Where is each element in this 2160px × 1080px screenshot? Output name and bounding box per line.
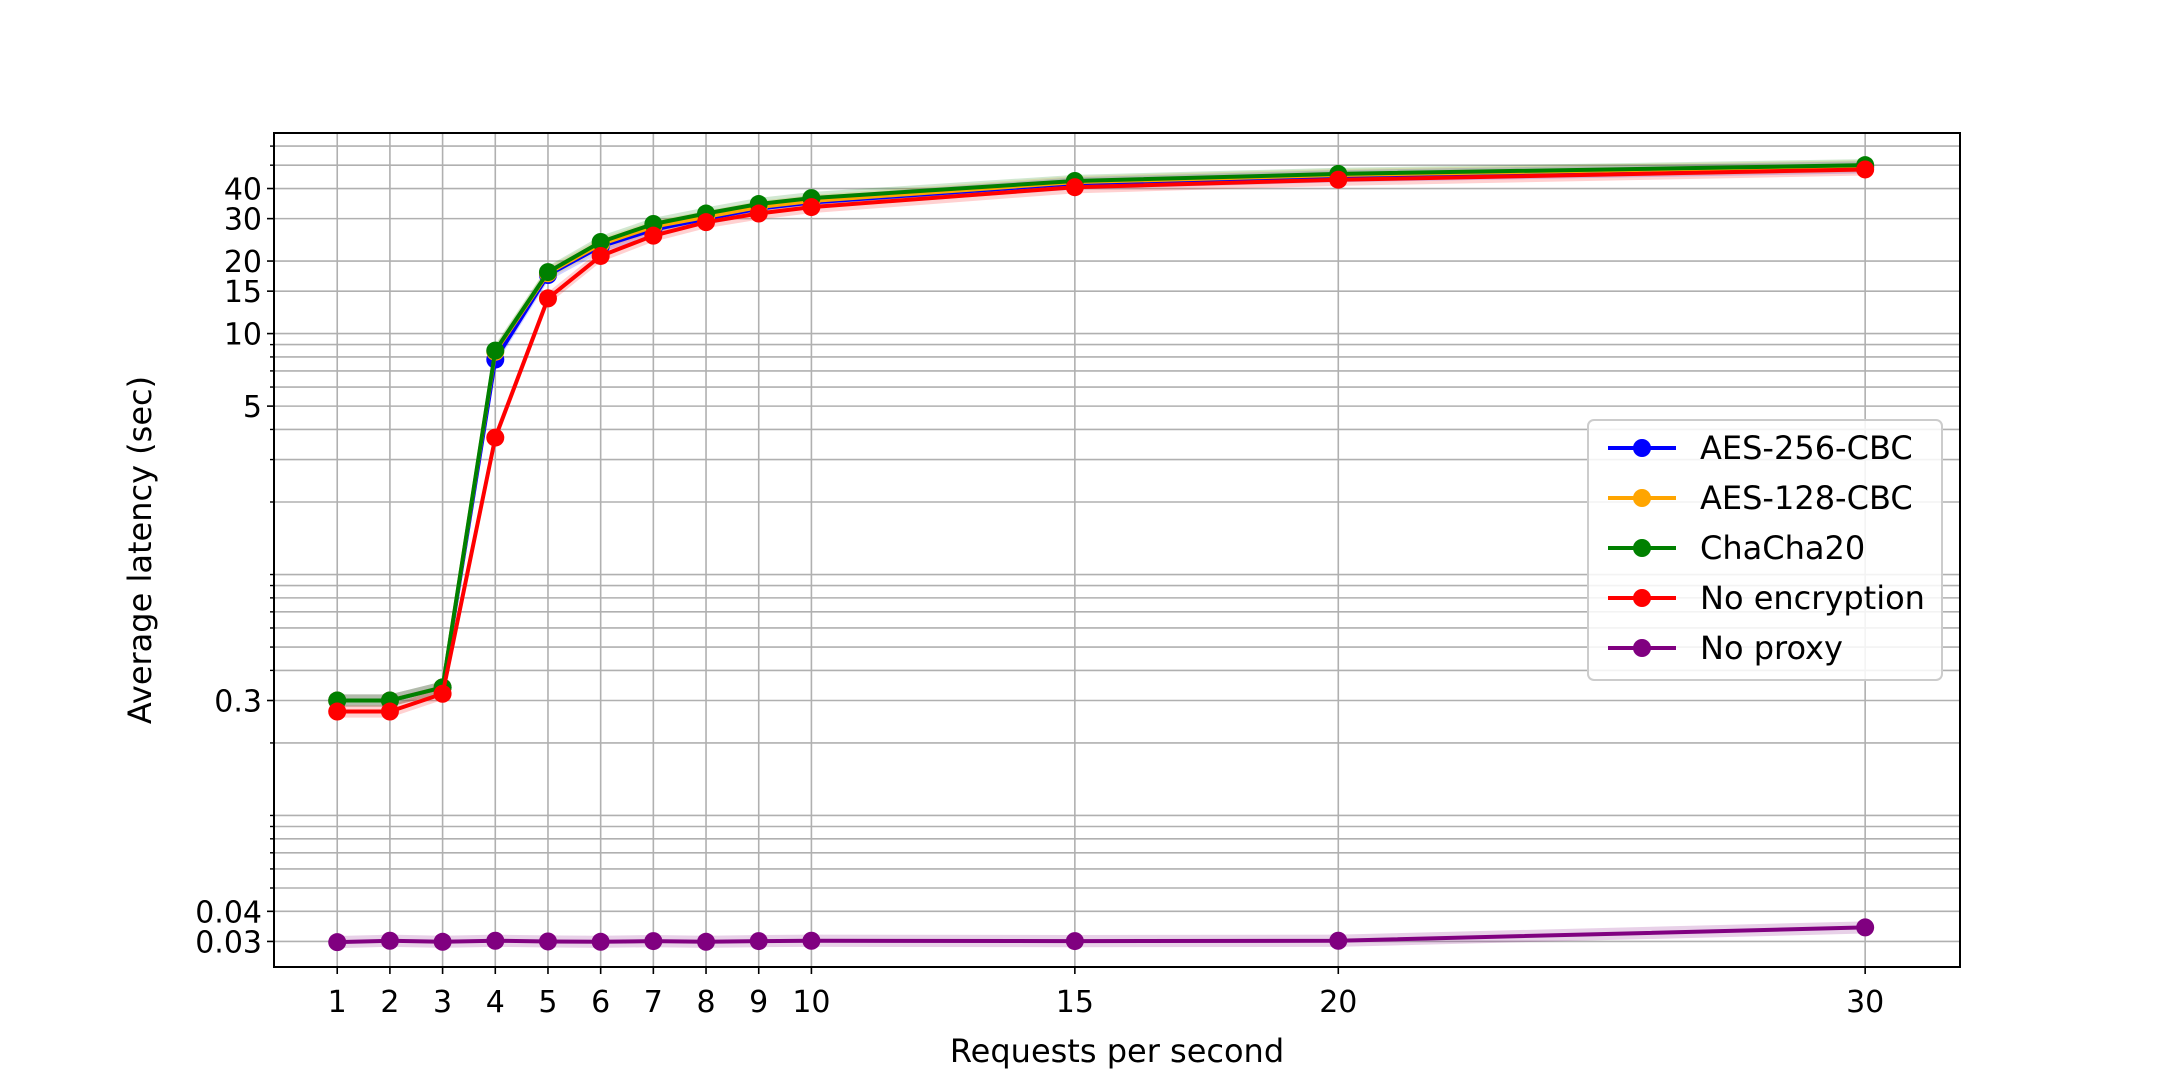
data-point bbox=[1856, 160, 1875, 179]
x-tick-label: 9 bbox=[749, 985, 768, 1020]
y-tick-label: 0.04 bbox=[195, 895, 262, 930]
data-point bbox=[749, 932, 768, 951]
data-point bbox=[802, 198, 821, 217]
data-point bbox=[538, 932, 557, 951]
legend-box bbox=[1587, 419, 1943, 681]
y-tick-label: 20 bbox=[224, 245, 262, 280]
data-point bbox=[644, 932, 663, 951]
x-axis-label: Requests per second bbox=[950, 1032, 1284, 1070]
data-point bbox=[486, 341, 505, 360]
x-tick-label: 20 bbox=[1319, 985, 1357, 1020]
y-tick-label: 10 bbox=[224, 318, 262, 353]
legend: AES-256-CBC AES-128-CBC ChaCha20 No encrypt… bbox=[1587, 419, 1943, 681]
x-tick-label: 4 bbox=[486, 985, 505, 1020]
legend-entry: No proxy bbox=[1700, 629, 1843, 667]
data-point bbox=[591, 246, 610, 265]
legend-entry: AES-128-CBC bbox=[1700, 479, 1913, 517]
data-point bbox=[380, 931, 399, 950]
x-tick-label: 10 bbox=[792, 985, 830, 1020]
x-tick-label: 8 bbox=[696, 985, 715, 1020]
data-point bbox=[328, 702, 347, 721]
data-point bbox=[1329, 170, 1348, 189]
legend-entry: No encryption bbox=[1700, 579, 1925, 617]
legend-swatch-marker bbox=[1633, 639, 1651, 657]
data-point bbox=[1065, 932, 1084, 951]
data-point bbox=[697, 932, 716, 951]
data-point bbox=[1856, 918, 1875, 937]
y-tick-label: 5 bbox=[243, 390, 262, 425]
y-axis-label: Average latency (sec) bbox=[121, 376, 159, 724]
x-tick-label: 5 bbox=[538, 985, 557, 1020]
legend-swatch-marker bbox=[1633, 439, 1651, 457]
data-point bbox=[749, 204, 768, 223]
x-tick-label: 15 bbox=[1056, 985, 1094, 1020]
y-tick-label: 0.3 bbox=[214, 685, 262, 720]
data-point bbox=[380, 702, 399, 721]
data-point bbox=[433, 684, 452, 703]
data-point bbox=[538, 289, 557, 308]
data-point bbox=[433, 932, 452, 951]
data-point bbox=[802, 931, 821, 950]
data-point bbox=[1065, 178, 1084, 197]
y-tick-label: 15 bbox=[224, 275, 262, 310]
data-point bbox=[538, 263, 557, 282]
data-point bbox=[1329, 931, 1348, 950]
data-point bbox=[591, 932, 610, 951]
data-point bbox=[644, 226, 663, 245]
x-tick-label: 2 bbox=[380, 985, 399, 1020]
x-tick-label: 1 bbox=[328, 985, 347, 1020]
series-layer bbox=[328, 156, 1875, 952]
legend-items: AES-256-CBC AES-128-CBC ChaCha20 No encrypt… bbox=[1608, 429, 1925, 667]
y-tick-label: 40 bbox=[224, 173, 262, 208]
data-point bbox=[486, 428, 505, 447]
legend-swatch-marker bbox=[1633, 539, 1651, 557]
y-tick-label: 30 bbox=[224, 203, 262, 238]
x-tick-label: 6 bbox=[591, 985, 610, 1020]
x-tick-label: 7 bbox=[644, 985, 663, 1020]
legend-swatch-marker bbox=[1633, 589, 1651, 607]
legend-entry: ChaCha20 bbox=[1700, 529, 1865, 567]
y-tick-label: 0.03 bbox=[195, 925, 262, 960]
x-tick-label: 30 bbox=[1846, 985, 1884, 1020]
legend-swatch-marker bbox=[1633, 489, 1651, 507]
grid-lines bbox=[274, 133, 1960, 967]
plot-frame bbox=[273, 132, 1961, 968]
x-tick-label: 3 bbox=[433, 985, 452, 1020]
legend-entry: AES-256-CBC bbox=[1700, 429, 1913, 467]
data-point bbox=[591, 232, 610, 251]
data-point bbox=[697, 213, 716, 232]
data-point bbox=[328, 933, 347, 952]
data-point bbox=[486, 931, 505, 950]
